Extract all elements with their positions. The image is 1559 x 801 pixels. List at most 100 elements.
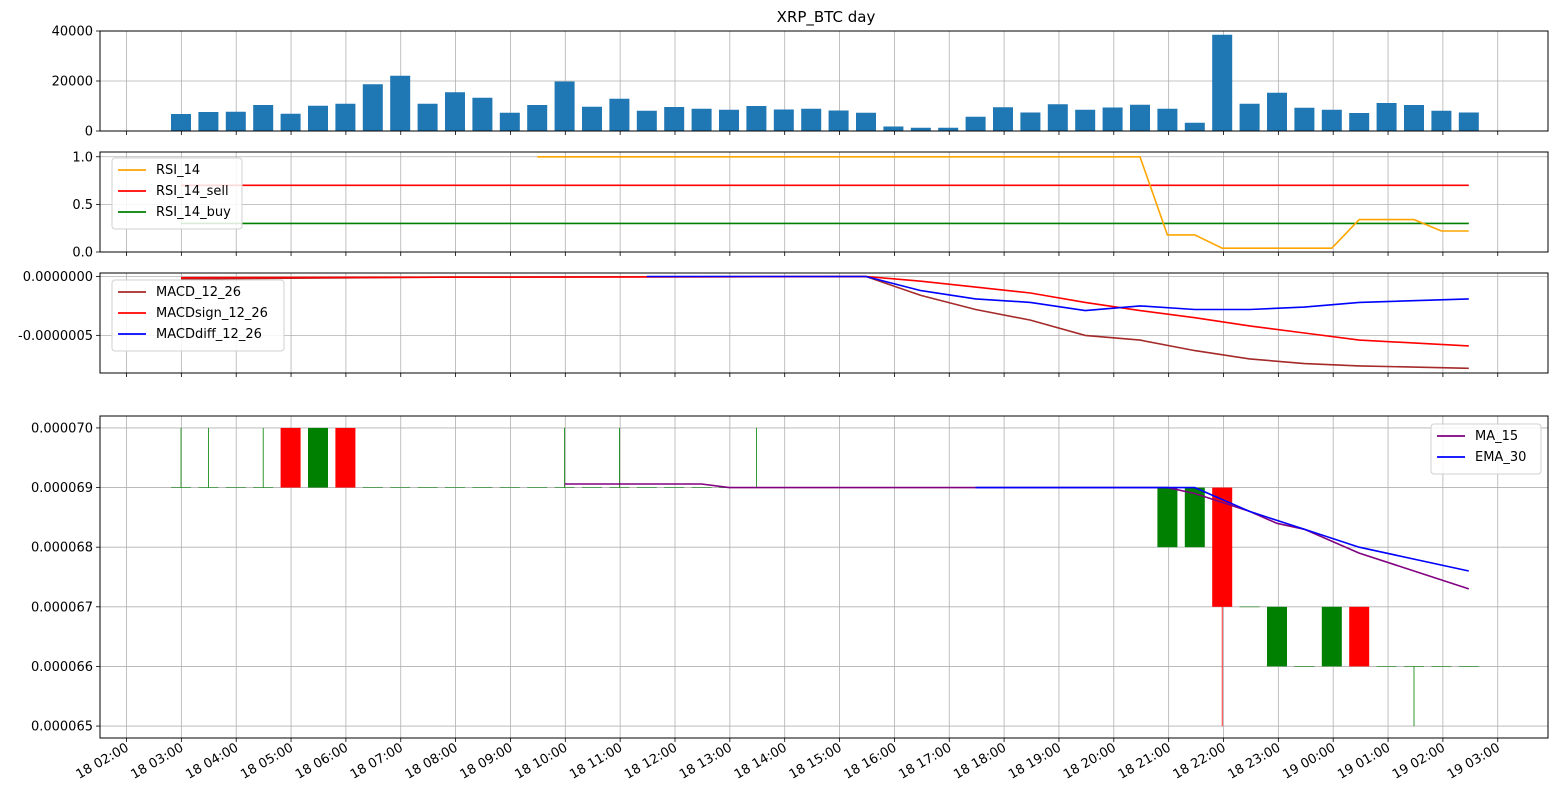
chart-title: XRP_BTC day bbox=[777, 8, 876, 27]
x-tick-label: 18 12:00 bbox=[622, 740, 680, 782]
candle-body bbox=[335, 427, 356, 488]
volume-bar bbox=[1020, 112, 1041, 131]
candle-body bbox=[1212, 487, 1233, 607]
volume-bar bbox=[1267, 92, 1287, 131]
price-ytick-label: 0.000069 bbox=[31, 481, 93, 496]
volume-bar bbox=[691, 108, 712, 131]
volume-bar bbox=[198, 112, 219, 131]
x-tick-label: 18 17:00 bbox=[896, 740, 954, 782]
x-tick-label: 18 21:00 bbox=[1116, 740, 1174, 782]
x-tick-label: 18 22:00 bbox=[1171, 740, 1229, 782]
volume-bar bbox=[664, 107, 685, 131]
rsi-ytick-label: 0.0 bbox=[72, 246, 93, 261]
volume-bar bbox=[773, 109, 794, 131]
x-tick-label: 18 04:00 bbox=[183, 740, 241, 782]
x-tick-label: 18 09:00 bbox=[458, 740, 516, 782]
volume-ytick-label: 40000 bbox=[52, 25, 93, 40]
volume-bar bbox=[910, 127, 931, 131]
x-tick-label: 19 01:00 bbox=[1335, 740, 1393, 782]
price-frame bbox=[99, 415, 1549, 739]
x-tick-label: 18 15:00 bbox=[787, 740, 845, 782]
x-tick-label: 18 14:00 bbox=[732, 740, 790, 782]
x-tick-label: 19 02:00 bbox=[1390, 740, 1448, 782]
x-tick-label: 19 00:00 bbox=[1280, 740, 1338, 782]
volume-bar bbox=[1075, 109, 1096, 131]
x-tick-label: 18 08:00 bbox=[403, 740, 461, 782]
volume-bar bbox=[938, 127, 959, 131]
rsi-frame bbox=[99, 151, 1549, 253]
price-ytick-label: 0.000067 bbox=[31, 600, 93, 615]
volume-bar bbox=[801, 108, 822, 131]
price-legend-label: EMA_30 bbox=[1475, 450, 1526, 465]
volume-bar bbox=[554, 81, 575, 131]
volume-bar bbox=[362, 84, 383, 131]
volume-bar bbox=[828, 110, 849, 131]
ema-line bbox=[975, 486, 1469, 572]
macd-frame bbox=[99, 272, 1549, 374]
price-ytick-label: 0.000065 bbox=[31, 720, 93, 735]
x-tick-label: 18 06:00 bbox=[293, 740, 351, 782]
macd-legend-box bbox=[111, 279, 285, 352]
candle-body bbox=[1321, 606, 1342, 667]
volume-panel: 0 20000 40000 bbox=[52, 25, 1549, 140]
volume-ytick-label: 20000 bbox=[52, 75, 93, 90]
x-tick-label: 18 10:00 bbox=[512, 740, 570, 782]
volume-bar bbox=[472, 97, 493, 131]
volume-bar bbox=[1294, 107, 1315, 131]
volume-bar bbox=[1349, 113, 1370, 131]
candle-body bbox=[1349, 606, 1370, 667]
macd-legend-label: MACDsign_12_26 bbox=[156, 306, 268, 321]
volume-bar bbox=[719, 109, 739, 131]
volume-bar bbox=[1130, 104, 1150, 131]
macd-diff-line bbox=[646, 275, 1469, 312]
candle-body bbox=[1184, 487, 1205, 548]
macd-legend-label: MACDdiff_12_26 bbox=[156, 327, 262, 342]
volume-bar bbox=[308, 105, 328, 131]
volume-bar bbox=[1239, 103, 1260, 131]
x-tick-label: 18 20:00 bbox=[1061, 740, 1119, 782]
volume-bar bbox=[225, 111, 246, 131]
x-tick-label: 18 19:00 bbox=[1006, 740, 1064, 782]
volume-bar bbox=[636, 110, 657, 131]
macd-line bbox=[180, 275, 1469, 370]
rsi-line bbox=[537, 156, 1469, 249]
volume-frame bbox=[99, 30, 1549, 132]
volume-bar bbox=[993, 107, 1013, 131]
volume-bar bbox=[609, 98, 630, 131]
volume-bar bbox=[582, 106, 602, 131]
x-tick-label: 18 02:00 bbox=[74, 740, 132, 782]
macd-panel: 0.0000000 -0.0000005 MACD_12_26 MACDsign_12… bbox=[18, 270, 1549, 377]
candle-body bbox=[308, 427, 328, 488]
ma-line bbox=[564, 483, 1470, 590]
price-ytick-label: 0.000068 bbox=[31, 541, 93, 556]
rsi-legend-label: RSI_14_buy bbox=[156, 205, 231, 220]
volume-bar bbox=[856, 112, 876, 131]
volume-ytick-label: 0 bbox=[85, 125, 93, 140]
volume-bar bbox=[335, 103, 356, 131]
volume-bar bbox=[1458, 112, 1479, 131]
volume-bar bbox=[445, 92, 465, 131]
price-ytick-label: 0.000070 bbox=[31, 421, 93, 436]
price-panel: 0.000065 0.000066 0.000067 0.000068 0.000069… bbox=[31, 415, 1549, 742]
candle-body bbox=[1157, 487, 1178, 548]
volume-bar bbox=[965, 116, 986, 131]
volume-bar bbox=[417, 103, 438, 131]
candle-body bbox=[1267, 606, 1287, 667]
volume-bar bbox=[883, 126, 904, 131]
candle-body bbox=[280, 427, 301, 488]
volume-bar bbox=[1431, 110, 1452, 131]
volume-bar bbox=[1047, 104, 1068, 131]
volume-bar bbox=[499, 112, 520, 131]
macd-sign-line bbox=[180, 275, 1469, 347]
volume-bar bbox=[746, 106, 767, 131]
x-tick-label: 19 03:00 bbox=[1445, 740, 1503, 782]
x-tick-label: 18 23:00 bbox=[1225, 740, 1283, 782]
rsi-ytick-label: 1.0 bbox=[72, 150, 93, 165]
volume-bar bbox=[1212, 34, 1233, 131]
volume-bar bbox=[280, 113, 301, 131]
x-tick-label: 18 07:00 bbox=[348, 740, 406, 782]
x-tick-label: 18 03:00 bbox=[128, 740, 186, 782]
x-tick-label: 18 16:00 bbox=[842, 740, 900, 782]
